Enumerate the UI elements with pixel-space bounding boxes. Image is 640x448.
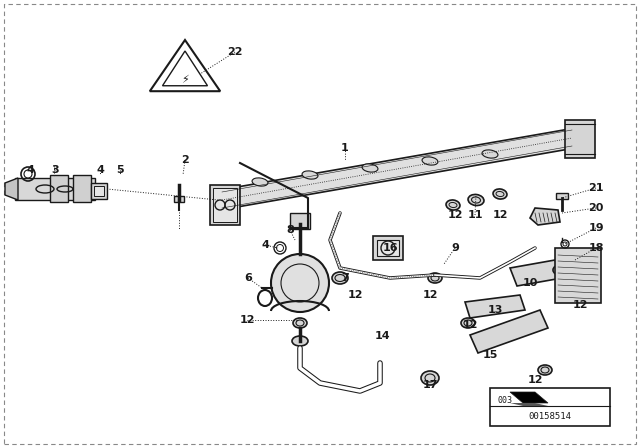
- Text: 9: 9: [451, 243, 459, 253]
- Text: 3: 3: [51, 165, 59, 175]
- Ellipse shape: [252, 178, 268, 186]
- Text: 2: 2: [181, 155, 189, 165]
- Polygon shape: [510, 392, 548, 403]
- Polygon shape: [5, 178, 18, 200]
- Text: 14: 14: [374, 331, 390, 341]
- Text: 13: 13: [487, 305, 502, 315]
- Text: 5: 5: [116, 165, 124, 175]
- Text: 19: 19: [588, 223, 604, 233]
- Ellipse shape: [362, 164, 378, 172]
- Polygon shape: [220, 128, 575, 210]
- Text: 8: 8: [286, 225, 294, 235]
- Text: 4: 4: [96, 165, 104, 175]
- Bar: [91, 183, 107, 199]
- Ellipse shape: [422, 157, 438, 165]
- Polygon shape: [510, 260, 562, 286]
- Bar: [490, 388, 610, 426]
- Text: 7: 7: [341, 273, 349, 283]
- Text: 12: 12: [447, 210, 463, 220]
- Ellipse shape: [468, 194, 484, 206]
- Bar: [94, 186, 104, 196]
- Text: 003: 003: [498, 396, 513, 405]
- Text: 22: 22: [227, 47, 243, 57]
- Ellipse shape: [332, 272, 348, 284]
- Polygon shape: [465, 295, 525, 318]
- Text: 20: 20: [588, 203, 604, 213]
- Bar: [377, 240, 399, 256]
- Text: 00158514: 00158514: [529, 412, 572, 421]
- Ellipse shape: [538, 365, 552, 375]
- Ellipse shape: [428, 273, 442, 283]
- Bar: [373, 236, 403, 260]
- Text: 6: 6: [244, 273, 252, 283]
- Text: 12: 12: [462, 320, 477, 330]
- Bar: [290, 213, 310, 229]
- Bar: [565, 120, 595, 158]
- Text: 12: 12: [492, 210, 508, 220]
- Bar: [50, 175, 68, 202]
- Text: 11: 11: [467, 210, 483, 220]
- Bar: [556, 193, 568, 199]
- Polygon shape: [530, 208, 560, 225]
- Polygon shape: [510, 403, 548, 406]
- Text: 1: 1: [341, 143, 349, 153]
- Text: 18: 18: [588, 243, 604, 253]
- Text: 16: 16: [382, 243, 398, 253]
- Polygon shape: [15, 178, 95, 200]
- Text: 21: 21: [588, 183, 604, 193]
- Text: 4: 4: [26, 165, 34, 175]
- Text: 15: 15: [483, 350, 498, 360]
- Ellipse shape: [482, 150, 498, 158]
- Text: 12: 12: [239, 315, 255, 325]
- Bar: [73, 175, 91, 202]
- Ellipse shape: [493, 189, 507, 199]
- Text: 12: 12: [348, 290, 363, 300]
- Bar: [210, 185, 240, 225]
- Bar: [213, 188, 237, 222]
- Text: 17: 17: [422, 380, 438, 390]
- Text: 12: 12: [422, 290, 438, 300]
- Text: 4: 4: [261, 240, 269, 250]
- Ellipse shape: [461, 318, 475, 328]
- Ellipse shape: [421, 371, 439, 385]
- Bar: [555, 248, 601, 303]
- Text: 10: 10: [522, 278, 538, 288]
- Ellipse shape: [302, 171, 318, 179]
- Text: ⚡: ⚡: [181, 75, 189, 85]
- Ellipse shape: [292, 336, 308, 346]
- Bar: [174, 196, 184, 202]
- Ellipse shape: [553, 265, 567, 275]
- Text: 12: 12: [572, 300, 588, 310]
- Ellipse shape: [446, 200, 460, 210]
- Ellipse shape: [271, 254, 329, 312]
- Polygon shape: [470, 310, 548, 353]
- Text: 12: 12: [527, 375, 543, 385]
- Ellipse shape: [293, 318, 307, 328]
